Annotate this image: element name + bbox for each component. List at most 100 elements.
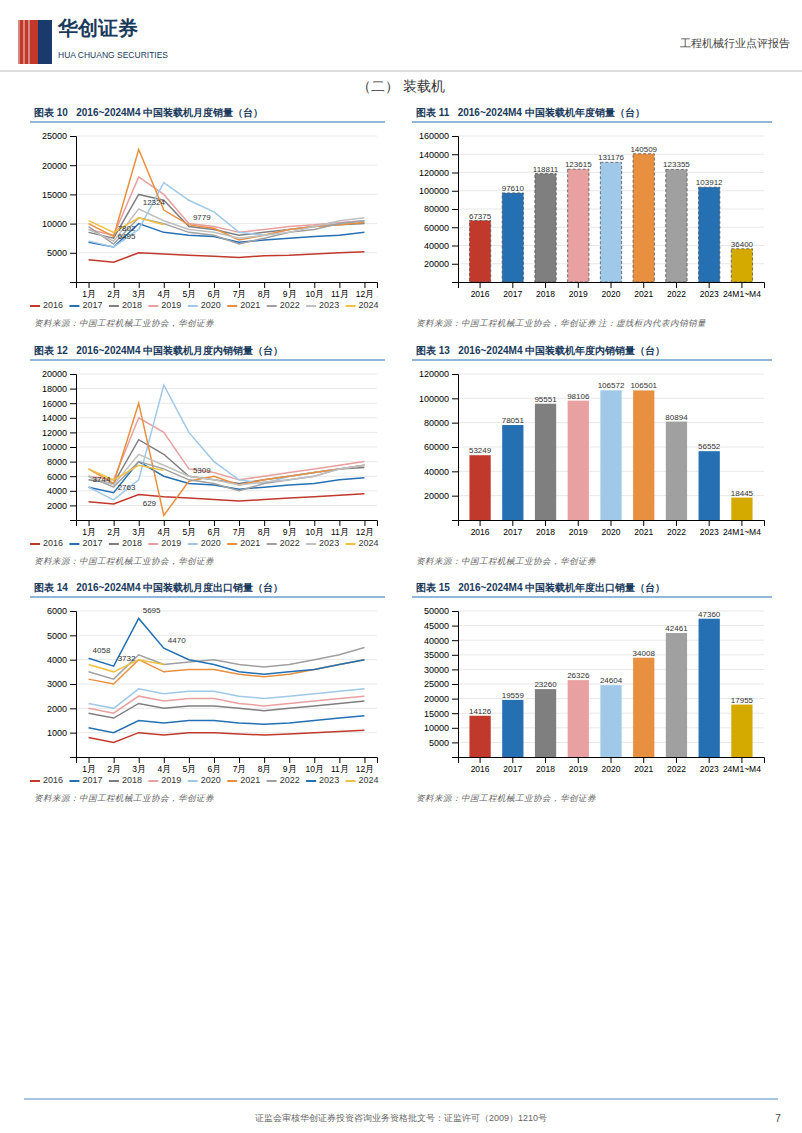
bar — [666, 422, 687, 520]
tick: 2023 — [700, 520, 719, 537]
tick: 5000 — [47, 631, 76, 641]
tick: 1000 — [47, 728, 76, 738]
title-rule — [412, 596, 772, 597]
tick-mark — [480, 282, 481, 288]
tick-label: 11月 — [331, 289, 349, 299]
tick-mark — [264, 757, 265, 763]
tick: 1月 — [82, 282, 96, 299]
tick-label: 12月 — [356, 289, 374, 299]
logo-stripe — [18, 20, 20, 64]
tick-mark — [741, 520, 742, 526]
tick: 80000 — [424, 204, 458, 214]
tick-label: 4000 — [47, 655, 67, 665]
tick: 11月 — [331, 757, 349, 774]
legend: 201620172018201920202021202220232024 — [30, 300, 379, 310]
legend-swatch — [69, 543, 79, 545]
tick-mark — [314, 282, 315, 288]
bar — [699, 451, 720, 520]
tick-label: 3月 — [132, 764, 146, 774]
tick-mark — [70, 491, 76, 492]
grid-line — [76, 374, 377, 375]
annotation: 629 — [143, 499, 157, 508]
tick-label: 2023 — [700, 764, 719, 774]
tick-mark — [239, 520, 240, 526]
axis-domain — [459, 521, 765, 527]
legend-label: 2018 — [122, 300, 142, 310]
tick-mark — [741, 282, 742, 288]
bar — [535, 404, 556, 520]
tick-label: 10000 — [424, 723, 449, 733]
tick-mark — [480, 520, 481, 526]
bar — [600, 685, 621, 757]
tick: 10000 — [42, 219, 76, 229]
footer-text: 证监会审核华创证券投资咨询业务资格批文号：证监许可（2009）1210号 — [255, 1113, 547, 1123]
bar — [469, 716, 490, 757]
tick: 5月 — [183, 520, 197, 537]
tick: 6000 — [47, 606, 76, 616]
source-note: 资料来源：中国工程机械工业协会，华创证券 — [416, 556, 596, 566]
labels: 4058373256954470 — [93, 606, 187, 663]
tick-label: 2019 — [569, 289, 588, 299]
legend-label: 2023 — [319, 538, 339, 548]
tick: 160000 — [419, 131, 458, 141]
legend-swatch — [267, 305, 277, 307]
bar — [699, 619, 720, 757]
tick: 2月 — [107, 520, 121, 537]
tick-label: 12月 — [356, 764, 374, 774]
data-label: 24604 — [600, 676, 623, 685]
tick: 4月 — [157, 520, 171, 537]
tick-label: 2016 — [471, 527, 490, 537]
tick-label: 1000 — [47, 728, 67, 738]
data-label: 18445 — [731, 489, 754, 498]
tick-label: 3月 — [132, 289, 146, 299]
legend-label: 2021 — [240, 775, 260, 785]
series-line — [89, 252, 365, 263]
legend-label: 2020 — [201, 775, 221, 785]
bar — [633, 658, 654, 757]
legend-label: 2021 — [240, 538, 260, 548]
tick-mark — [364, 757, 365, 763]
series-line — [89, 494, 365, 504]
tick: 2022 — [667, 757, 686, 774]
tick-mark — [364, 520, 365, 526]
annotation: 2763 — [118, 483, 136, 492]
tick-mark — [89, 282, 90, 288]
tick-label: 100000 — [419, 394, 449, 404]
tick: 8月 — [258, 757, 272, 774]
tick-label: 160000 — [419, 131, 449, 141]
tick: 1月 — [82, 757, 96, 774]
legend-swatch — [188, 305, 198, 307]
grid-line — [76, 432, 377, 433]
tick-label: 24M1~M4 — [723, 289, 761, 299]
legend-swatch — [30, 305, 40, 307]
tick-label: 3月 — [132, 527, 146, 537]
bar-outline — [633, 154, 654, 282]
tick-label: 12月 — [356, 527, 374, 537]
legend-swatch — [188, 780, 198, 782]
footer-rule — [24, 1099, 778, 1100]
tick: 2019 — [569, 282, 588, 299]
tick-label: 2021 — [634, 289, 653, 299]
tick-label: 3000 — [47, 679, 67, 689]
grid-line — [76, 165, 377, 166]
tick: 2月 — [107, 282, 121, 299]
tick-label: 40000 — [424, 636, 449, 646]
tick: 2016 — [471, 282, 490, 299]
tick-label: 6月 — [208, 764, 222, 774]
tick-label: 2023 — [700, 527, 719, 537]
series-line — [89, 660, 365, 684]
annotation: 3744 — [93, 475, 111, 484]
axis-domain — [452, 612, 459, 758]
tick-label: 5000 — [47, 248, 67, 258]
tick: 20000 — [424, 694, 458, 704]
y-axis: 100020003000400050006000 — [47, 606, 77, 757]
tick-mark — [189, 282, 190, 288]
marks — [89, 385, 365, 515]
tick: 8月 — [258, 282, 272, 299]
tick-label: 2019 — [569, 527, 588, 537]
tick: 10月 — [306, 282, 324, 299]
data-label: 123355 — [663, 160, 690, 169]
tick: 20000 — [424, 491, 458, 501]
tick-mark — [339, 282, 340, 288]
data-label: 47360 — [698, 610, 721, 619]
